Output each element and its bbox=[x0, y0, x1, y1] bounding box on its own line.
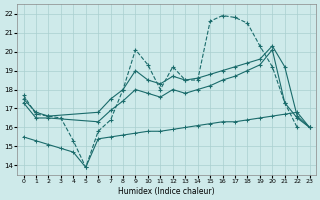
X-axis label: Humidex (Indice chaleur): Humidex (Indice chaleur) bbox=[118, 187, 215, 196]
